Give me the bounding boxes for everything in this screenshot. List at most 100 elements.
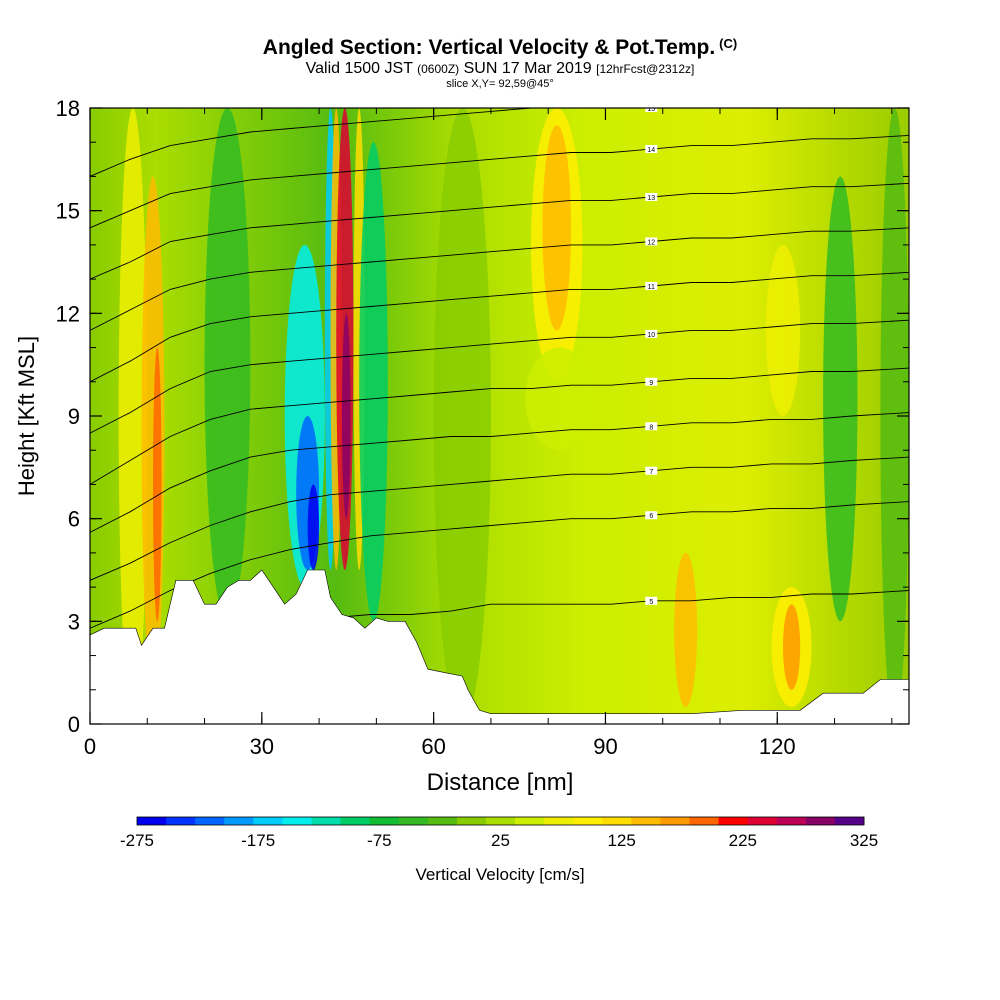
colorbar-label: Vertical Velocity [cm/s] xyxy=(415,865,584,884)
colorbar-swatch xyxy=(224,817,254,825)
colorbar-swatch xyxy=(515,817,545,825)
theta-contour xyxy=(90,271,909,383)
colorbar-tick-label: 25 xyxy=(491,831,510,850)
y-tick-label: 18 xyxy=(56,96,80,121)
theta-contour xyxy=(90,182,909,280)
contour-label: 7 xyxy=(649,469,653,476)
velocity-band xyxy=(433,108,491,724)
forecast-info: [12hrFcst@2312z] xyxy=(596,62,695,76)
y-tick-label: 3 xyxy=(68,609,80,634)
colorbar-swatch xyxy=(776,817,807,825)
velocity-band xyxy=(359,142,388,622)
colorbar-swatch xyxy=(689,817,720,825)
chart-title: Angled Section: Vertical Velocity & Pot.… xyxy=(262,36,738,59)
theta-contour xyxy=(90,412,909,533)
colorbar-swatch xyxy=(253,817,283,825)
y-tick-label: 0 xyxy=(68,712,80,737)
contour-label-bg xyxy=(645,237,658,246)
velocity-band xyxy=(765,244,801,416)
contour-label-bg xyxy=(645,192,658,201)
theta-contour xyxy=(90,134,909,229)
velocity-band xyxy=(823,176,858,622)
terrain xyxy=(89,569,910,725)
x-tick-label: 60 xyxy=(421,734,445,759)
contour-label: 9 xyxy=(649,380,653,387)
colorbar-swatch xyxy=(456,817,487,825)
velocity-band xyxy=(542,125,572,331)
colorbar-swatch xyxy=(195,817,225,825)
title-unit: (C) xyxy=(719,36,738,51)
contour-label: 8 xyxy=(649,424,653,431)
velocity-band xyxy=(525,347,594,451)
theta-contour xyxy=(90,367,909,485)
contour-label-bg xyxy=(645,596,658,605)
contour-label-bg xyxy=(645,511,658,520)
colorbar-swatch xyxy=(340,817,371,825)
colorbar-swatch xyxy=(398,817,429,825)
colorbar-tick-label: 225 xyxy=(729,831,757,850)
velocity-band xyxy=(674,552,698,707)
contour-label: 10 xyxy=(647,332,655,339)
velocity-bands xyxy=(118,108,909,724)
x-tick-label: 0 xyxy=(84,734,96,759)
y-axis-label: Height [Kft MSL] xyxy=(14,336,39,496)
contour-label-bg xyxy=(645,145,658,154)
colorbar-swatch xyxy=(427,817,458,825)
colorbar-swatch xyxy=(369,817,400,825)
theta-contour xyxy=(90,456,909,581)
y-tick-label: 6 xyxy=(68,507,80,532)
slice-info: slice X,Y= 92,59@45° xyxy=(446,78,554,90)
y-tick-label: 12 xyxy=(56,301,80,326)
velocity-band xyxy=(153,347,162,622)
colorbar-swatch xyxy=(137,817,167,825)
colorbar-tick-label: -75 xyxy=(367,831,392,850)
x-tick-label: 90 xyxy=(593,734,617,759)
theta-contour xyxy=(90,501,909,629)
contour-label: 5 xyxy=(649,599,653,606)
contour-label: 13 xyxy=(647,195,655,202)
contour-label-bg xyxy=(645,422,658,431)
y-tick-label: 9 xyxy=(68,404,80,429)
theta-contour xyxy=(90,319,909,434)
contour-label-bg xyxy=(645,108,658,112)
colorbar-swatch xyxy=(718,817,749,825)
contour-label: 14 xyxy=(647,147,655,154)
contour-label: 12 xyxy=(647,239,655,246)
colorbar-tick-label: -275 xyxy=(120,831,154,850)
colorbar-swatch xyxy=(747,817,778,825)
velocity-band xyxy=(880,108,909,724)
colorbar-swatch xyxy=(660,817,691,825)
contour-label: 11 xyxy=(648,284,655,291)
velocity-band xyxy=(118,108,148,724)
contour-label-bg xyxy=(645,281,658,290)
colorbar-frame xyxy=(136,816,865,826)
colorbar-swatch xyxy=(834,817,865,825)
colorbar-swatch xyxy=(631,817,661,825)
colorbar-swatch xyxy=(282,817,312,825)
colorbar-swatch xyxy=(544,817,574,825)
contour-label-bg xyxy=(645,377,658,386)
colorbar-swatch xyxy=(573,817,603,825)
axes: 0 30 60 90 120 0 3 6 9 12 15 18 xyxy=(56,96,909,759)
velocity-band xyxy=(342,313,351,519)
x-tick-label: 30 xyxy=(250,734,274,759)
velocity-band xyxy=(307,484,320,570)
colorbar-swatch xyxy=(805,817,836,825)
velocity-band xyxy=(783,604,801,690)
contour-label: 15 xyxy=(647,106,655,113)
plot-area: 5 6 7 8 9 10 11 12 13 14 15 xyxy=(89,106,910,725)
x-axis-label: Distance [nm] xyxy=(427,769,574,796)
colorbar-tick-label: -175 xyxy=(241,831,275,850)
x-tick-label: 120 xyxy=(759,734,796,759)
contour-label-bg xyxy=(645,329,658,338)
contour-label: 6 xyxy=(649,513,653,520)
valid-utc: (0600Z) xyxy=(417,62,460,76)
colorbar: -275 -175 -75 25 125 225 325 xyxy=(120,816,878,850)
contour-label-bg xyxy=(645,466,658,475)
colorbar-tick-label: 325 xyxy=(850,831,878,850)
colorbar-swatch xyxy=(485,817,516,825)
y-tick-label: 15 xyxy=(56,199,80,224)
colorbar-swatch xyxy=(311,817,342,825)
valid-time: Valid 1500 JST (0600Z) SUN 17 Mar 2019 [… xyxy=(305,60,695,77)
